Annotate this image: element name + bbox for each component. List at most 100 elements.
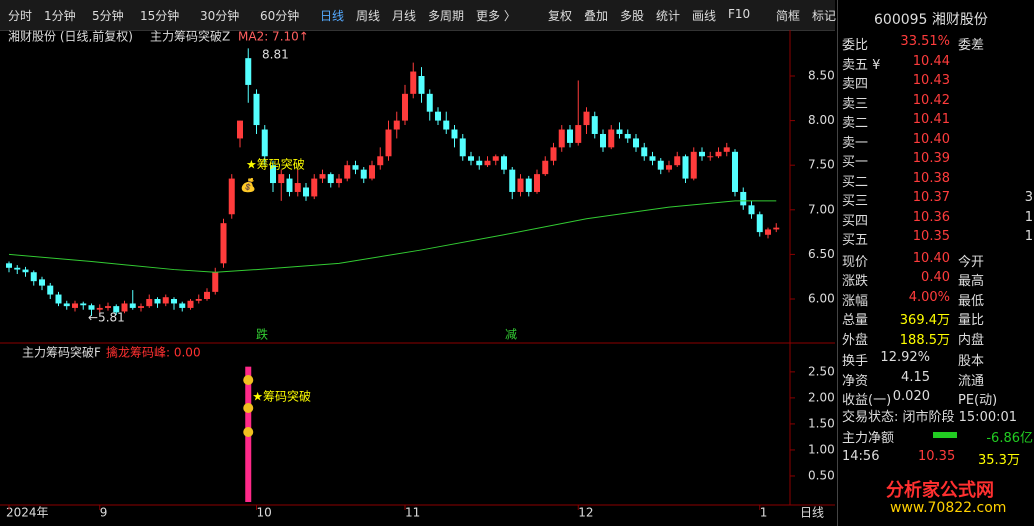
candle-body <box>525 178 532 192</box>
row-label: 现价 <box>842 254 869 270</box>
x-tick-label: 1 <box>760 506 768 520</box>
y-tick-label: 2.00 <box>808 390 835 404</box>
net-label: 主力净额 <box>842 431 895 446</box>
candle-body <box>88 305 95 310</box>
row-label: 委差 <box>958 38 985 53</box>
toolbar-button[interactable]: 标记 <box>812 9 837 23</box>
toolbar-button[interactable]: 月线 <box>392 9 417 23</box>
chart: 湘财股份 (日线,前复权) 主力筹码突破Z MA2: 7.10↑ 主力筹码突破F… <box>0 29 835 520</box>
net-value: -6.86亿 <box>986 431 1033 446</box>
candle-body <box>435 111 441 121</box>
candle-body <box>674 156 681 166</box>
toolbar-button[interactable]: 分时 <box>8 9 33 23</box>
toolbar-button[interactable]: 1分钟 <box>44 9 76 23</box>
row-label: 卖四 <box>842 77 869 92</box>
ma-label: MA2: 7.10↑ <box>238 30 309 44</box>
candle-body <box>575 125 582 143</box>
candle-body <box>47 285 54 295</box>
row-value: 4.00% <box>908 289 950 305</box>
candle-body <box>162 297 169 304</box>
candle-body <box>6 263 12 268</box>
candle-body <box>567 129 573 143</box>
row-label: 外盘 <box>842 332 869 348</box>
row-value: 10.35 <box>912 229 950 244</box>
row-label: 净资 <box>842 373 869 389</box>
candle-body <box>468 156 474 161</box>
candle-body <box>740 191 747 206</box>
period: 日线 <box>800 506 824 520</box>
toolbar-button[interactable]: 简框 <box>776 9 801 23</box>
candle-body <box>402 93 408 121</box>
row-label: 买四 <box>842 213 869 229</box>
candle-body <box>732 151 738 192</box>
candle-body <box>492 156 499 161</box>
candle-body <box>608 129 615 148</box>
toolbar-button[interactable]: 统计 <box>656 9 681 23</box>
row-value: 10.41 <box>912 112 950 127</box>
candle-body <box>476 160 483 166</box>
row-value: 10.42 <box>912 92 950 108</box>
chart-title: 湘财股份 (日线,前复权) <box>8 29 133 44</box>
toolbar-button[interactable]: 多股 <box>620 9 645 23</box>
candle-body <box>22 269 29 273</box>
candle-body <box>369 165 375 179</box>
candle-body <box>105 306 111 308</box>
toolbar-button[interactable]: 周线 <box>356 9 381 23</box>
annotation: ★筹码突破 <box>252 389 311 404</box>
candle-body <box>393 120 400 130</box>
toolbar-button[interactable]: 叠加 <box>584 9 609 23</box>
candle-body <box>63 303 70 307</box>
candle-body <box>550 147 557 161</box>
toolbar-button[interactable]: 5分钟 <box>92 9 124 23</box>
toolbar-button[interactable]: 60分钟 <box>260 9 300 23</box>
annotation: ★筹码突破 <box>246 157 305 172</box>
row-label: 总量 <box>842 313 869 328</box>
candle-body <box>707 156 714 158</box>
candle-body <box>261 129 268 157</box>
row-value: 10.38 <box>912 170 950 186</box>
net-bar <box>933 432 957 438</box>
candle-body <box>121 303 128 312</box>
indicator: 主力筹码突破Z <box>150 29 230 44</box>
x-tick-label: 2024年 <box>6 506 49 520</box>
candle-body <box>542 160 549 175</box>
toolbar-button[interactable]: 15分钟 <box>140 9 180 23</box>
y-tick-label: 7.00 <box>808 202 835 216</box>
row-label: 卖五 ¥ <box>842 57 881 73</box>
candle-body <box>443 120 450 130</box>
row-value: 10.36 <box>912 209 950 225</box>
candle-body <box>237 120 243 139</box>
toolbar-button[interactable]: F10 <box>728 7 751 21</box>
toolbar-button[interactable]: 更多 〉 <box>476 9 516 23</box>
candle-body <box>171 299 177 304</box>
toolbar-button[interactable]: 画线 <box>692 9 717 23</box>
lower-label: 擒龙筹码峰: 0.00 <box>106 345 201 360</box>
candle-body <box>336 178 342 184</box>
candle-body <box>360 169 367 179</box>
row-label: 内盘 <box>958 332 985 348</box>
y-tick-label: 0.50 <box>808 468 835 482</box>
bag-icon <box>243 403 254 413</box>
candle-body <box>591 116 598 134</box>
row-label: 买一 <box>842 155 869 170</box>
candle-body <box>773 227 780 230</box>
row-label: 今开 <box>958 254 985 270</box>
toolbar-button[interactable]: 复权 <box>548 9 573 23</box>
candle-body <box>352 165 359 170</box>
row-value: 10.44 <box>912 53 950 69</box>
toolbar-button[interactable]: 30分钟 <box>200 9 240 23</box>
row-label: 1 <box>1024 229 1033 244</box>
candle-body <box>278 174 285 184</box>
row-label: 最低 <box>958 293 985 309</box>
candle-body <box>657 160 664 170</box>
candle-body <box>690 151 697 179</box>
row-label: PE(动) <box>958 393 998 408</box>
row-value: 10.40 <box>912 250 950 266</box>
candle-body <box>294 183 301 192</box>
toolbar-button[interactable]: 多周期 <box>428 9 465 23</box>
toolbar-button[interactable]: 日线 <box>320 9 345 23</box>
candle-body <box>641 147 648 157</box>
row-label: 量比 <box>958 313 985 328</box>
trade-status: 交易状态: 闭市阶段 15:00:01 <box>842 410 1018 425</box>
candle-body <box>534 174 540 192</box>
